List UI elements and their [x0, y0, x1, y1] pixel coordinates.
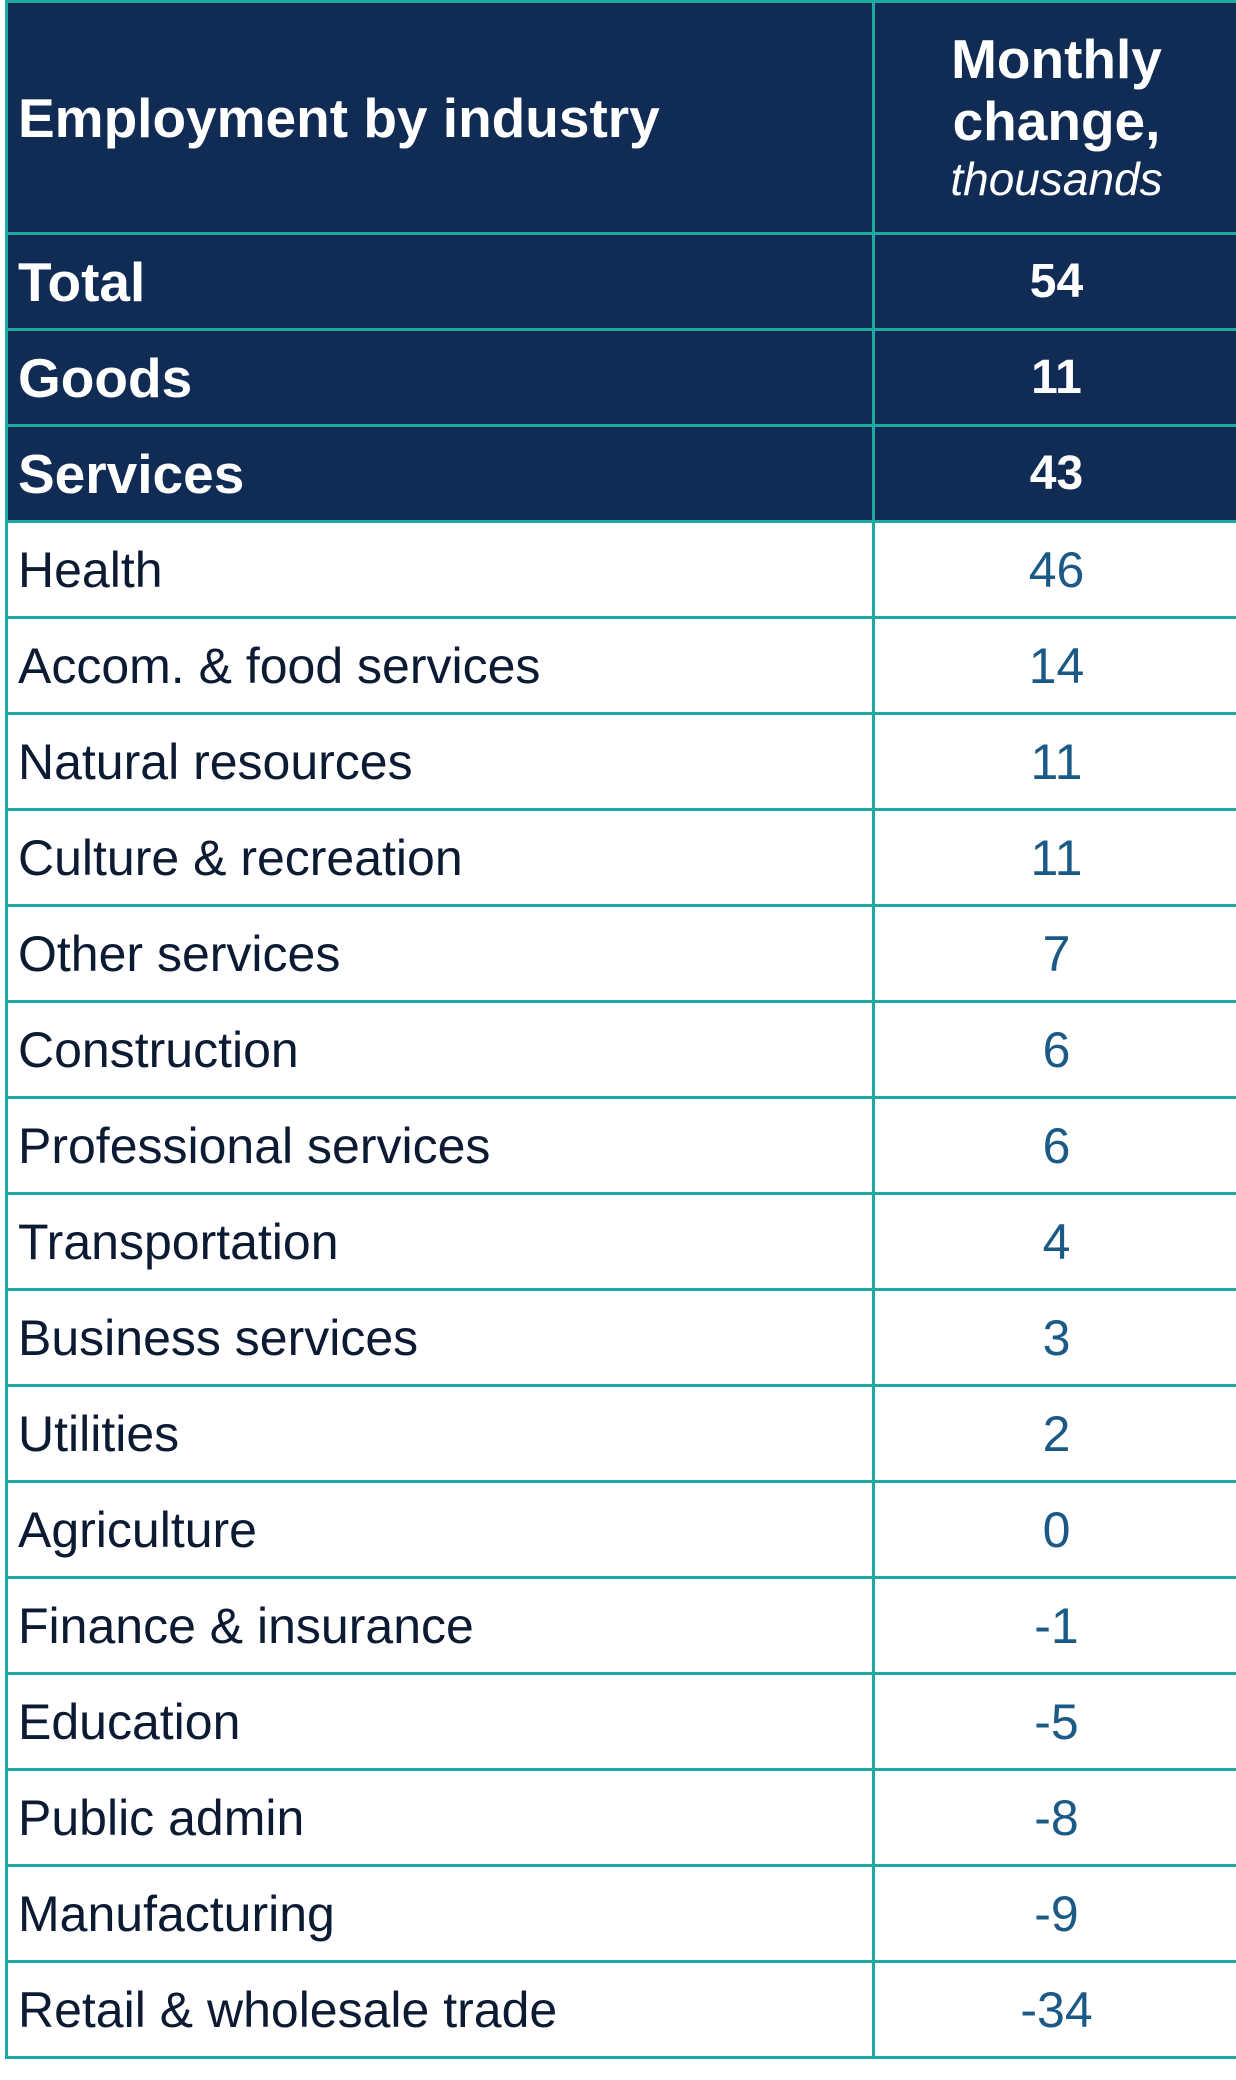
table-row: Professional services 6: [5, 1096, 1236, 1195]
change-value-cell: -9: [872, 1864, 1236, 1963]
employment-by-industry-table: Employment by industry Monthly change, t…: [5, 0, 1236, 2059]
table-row: Accom. & food services 14: [5, 616, 1236, 715]
change-header-line1: Monthly: [951, 28, 1162, 91]
industry-cell: Retail & wholesale trade: [5, 1960, 875, 2059]
change-value-cell: -1: [872, 1576, 1236, 1675]
table-row: Transportation 4: [5, 1192, 1236, 1291]
table-row: Utilities 2: [5, 1384, 1236, 1483]
change-value-cell: 46: [872, 520, 1236, 619]
table-row: Retail & wholesale trade -34: [5, 1960, 1236, 2059]
industry-cell: Public admin: [5, 1768, 875, 1867]
table-row: Culture & recreation 11: [5, 808, 1236, 907]
change-header-unit: thousands: [950, 153, 1163, 206]
industry-cell: Utilities: [5, 1384, 875, 1483]
employment-table-container: Employment by industry Monthly change, t…: [5, 0, 1236, 2059]
summary-row: Services 43: [5, 424, 1236, 523]
change-value-cell: 11: [872, 712, 1236, 811]
industry-cell: Finance & insurance: [5, 1576, 875, 1675]
summary-row: Total 54: [5, 232, 1236, 331]
change-header-line2: change,: [952, 89, 1161, 152]
table-row: Health 46: [5, 520, 1236, 619]
summary-row: Goods 11: [5, 328, 1236, 427]
industry-cell: Accom. & food services: [5, 616, 875, 715]
industry-cell: Goods: [5, 328, 875, 427]
table-row: Finance & insurance -1: [5, 1576, 1236, 1675]
table-row: Public admin -8: [5, 1768, 1236, 1867]
change-value-cell: 0: [872, 1480, 1236, 1579]
industry-cell: Culture & recreation: [5, 808, 875, 907]
change-value-cell: 54: [872, 232, 1236, 331]
change-value-cell: 14: [872, 616, 1236, 715]
table-row: Education -5: [5, 1672, 1236, 1771]
table-row: Manufacturing -9: [5, 1864, 1236, 1963]
industry-cell: Other services: [5, 904, 875, 1003]
change-value-cell: 4: [872, 1192, 1236, 1291]
change-value-cell: 6: [872, 1096, 1236, 1195]
industry-cell: Business services: [5, 1288, 875, 1387]
industry-cell: Health: [5, 520, 875, 619]
table-row: Construction 6: [5, 1000, 1236, 1099]
industry-cell: Services: [5, 424, 875, 523]
change-value-cell: -5: [872, 1672, 1236, 1771]
table-header-row: Employment by industry Monthly change, t…: [5, 0, 1236, 235]
industry-cell: Construction: [5, 1000, 875, 1099]
change-value-cell: 11: [872, 808, 1236, 907]
change-value-cell: -8: [872, 1768, 1236, 1867]
table-row: Agriculture 0: [5, 1480, 1236, 1579]
table-row: Other services 7: [5, 904, 1236, 1003]
change-value-cell: 3: [872, 1288, 1236, 1387]
change-value-cell: 43: [872, 424, 1236, 523]
industry-column-header: Employment by industry: [5, 0, 875, 235]
industry-cell: Total: [5, 232, 875, 331]
industry-cell: Manufacturing: [5, 1864, 875, 1963]
industry-cell: Agriculture: [5, 1480, 875, 1579]
change-value-cell: 11: [872, 328, 1236, 427]
table-row: Business services 3: [5, 1288, 1236, 1387]
change-value-cell: 6: [872, 1000, 1236, 1099]
industry-cell: Natural resources: [5, 712, 875, 811]
change-column-header: Monthly change, thousands: [872, 0, 1236, 235]
table-body: Total 54 Goods 11 Services 43 Health 46 Accom. &…: [5, 232, 1236, 2059]
change-value-cell: 7: [872, 904, 1236, 1003]
table-row: Natural resources 11: [5, 712, 1236, 811]
industry-cell: Education: [5, 1672, 875, 1771]
industry-cell: Professional services: [5, 1096, 875, 1195]
change-value-cell: 2: [872, 1384, 1236, 1483]
industry-cell: Transportation: [5, 1192, 875, 1291]
change-value-cell: -34: [872, 1960, 1236, 2059]
